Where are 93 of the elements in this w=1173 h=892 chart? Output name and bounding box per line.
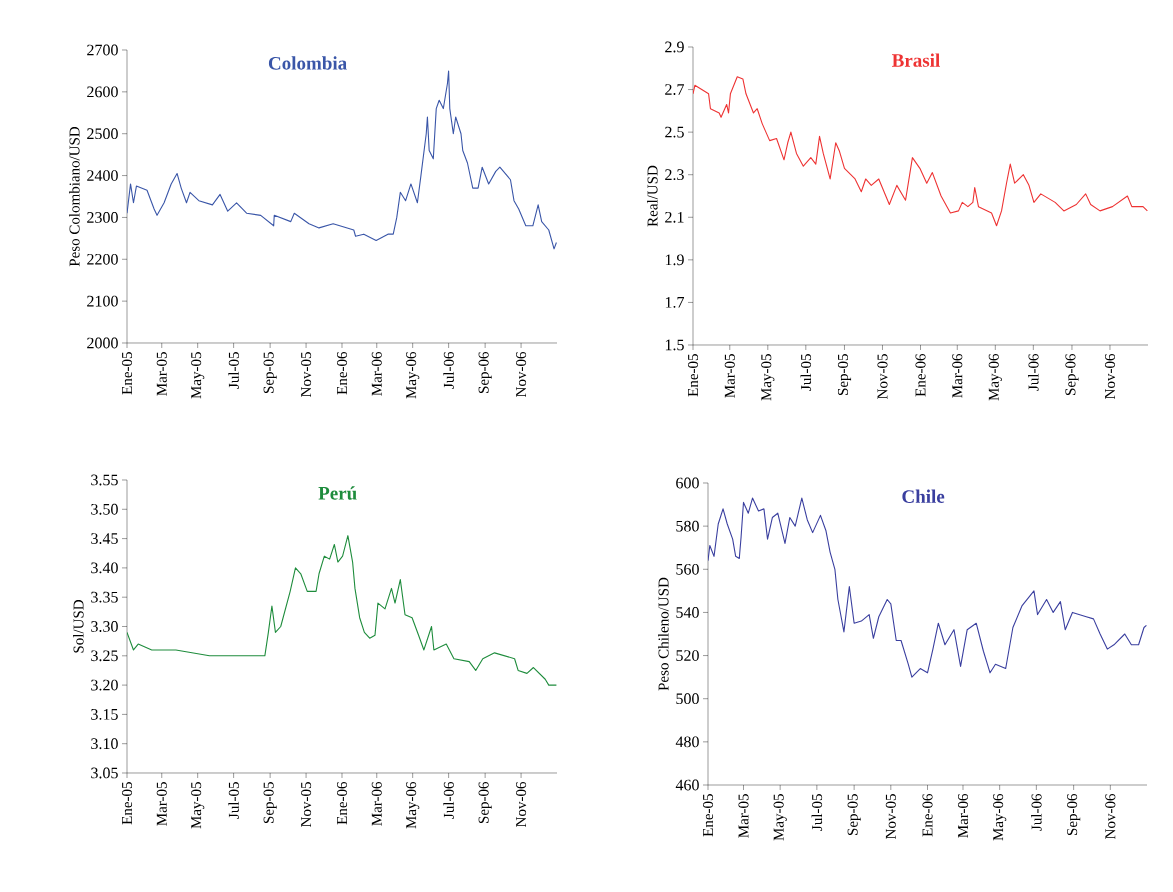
x-tick-label: Nov-05 — [301, 782, 312, 827]
x-tick-label: Nov-06 — [516, 781, 527, 827]
x-tick-label: Mar-05 — [738, 794, 749, 838]
y-axis-title: Sol/USD — [73, 600, 84, 653]
chart-title: Chile — [902, 489, 945, 503]
x-tick-label: May-06 — [406, 351, 420, 399]
x-tick-label: Nov-06 — [516, 351, 527, 397]
x-tick-label: Ene-06 — [336, 351, 348, 395]
y-tick-label: 3.25 — [91, 650, 118, 662]
y-tick-label: 3.50 — [91, 503, 118, 515]
x-tick-label: Nov-06 — [1104, 353, 1116, 399]
y-tick-label: 2.9 — [665, 41, 684, 53]
y-axis-title: Real/USD — [647, 165, 658, 227]
x-tick-label: Sep-05 — [837, 354, 852, 396]
line-series — [127, 70, 557, 250]
x-tick-label: Mar-06 — [371, 351, 382, 396]
y-tick-label: 3.40 — [91, 562, 118, 574]
x-tick-label: Ene-05 — [121, 352, 133, 395]
y-tick-label: 1.5 — [665, 339, 684, 351]
x-tick-label: Mar-05 — [156, 352, 167, 396]
chart-title: Colombia — [268, 56, 347, 70]
y-tick-label: 2000 — [87, 337, 118, 349]
y-tick-label: 460 — [675, 779, 699, 791]
x-tick-label: Mar-05 — [724, 354, 735, 398]
x-tick-label: May-06 — [993, 793, 1007, 841]
y-tick-label: 3.15 — [91, 709, 118, 720]
y-tick-label: 600 — [676, 477, 699, 489]
x-tick-label: Jul-06 — [443, 781, 454, 819]
x-tick-label: Jul-06 — [1028, 353, 1039, 391]
x-tick-label: Nov-06 — [1105, 793, 1116, 839]
y-tick-label: 540 — [676, 607, 699, 618]
y-tick-label: 2600 — [87, 86, 118, 98]
x-tick-label: Nov-05 — [877, 354, 888, 399]
y-tick-label: 3.20 — [91, 679, 118, 691]
y-tick-label: 2700 — [87, 44, 118, 56]
x-tick-label: May-05 — [191, 782, 205, 829]
y-tick-label: 2.5 — [665, 126, 684, 138]
y-tick-label: 2400 — [87, 170, 118, 181]
y-tick-label: 2.7 — [665, 84, 685, 95]
y-axis-title: Peso Chileno/USD — [658, 577, 669, 691]
y-tick-label: 3.45 — [91, 533, 118, 544]
x-tick-label: Mar-06 — [952, 353, 963, 398]
y-tick-label: 2300 — [87, 212, 118, 223]
y-tick-label: 480 — [675, 736, 699, 748]
x-tick-label: May-05 — [761, 354, 775, 401]
x-tick-label: Sep-06 — [478, 351, 492, 394]
y-tick-label: 560 — [676, 563, 699, 575]
x-tick-label: Ene-06 — [336, 781, 348, 825]
x-tick-label: Ene-05 — [687, 354, 699, 397]
y-tick-label: 1.9 — [665, 254, 684, 266]
y-tick-label: 580 — [676, 520, 699, 532]
y-tick-label: 3.10 — [91, 738, 118, 750]
y-tick-label: 3.05 — [91, 767, 118, 779]
y-tick-label: 3.35 — [91, 591, 118, 603]
x-tick-label: Nov-05 — [885, 794, 896, 839]
line-series — [693, 76, 1148, 227]
y-tick-label: 2.3 — [665, 169, 684, 181]
x-tick-label: Mar-06 — [371, 781, 382, 826]
x-tick-label: Ene-05 — [121, 782, 133, 825]
x-tick-label: Ene-06 — [915, 353, 926, 397]
x-tick-label: Jul-05 — [800, 354, 812, 391]
x-tick-label: Sep-06 — [1067, 793, 1081, 836]
x-tick-label: Jul-05 — [228, 352, 239, 389]
x-tick-label: Mar-05 — [156, 782, 167, 826]
x-tick-label: Jul-05 — [228, 782, 239, 819]
x-tick-label: Jul-06 — [443, 351, 454, 389]
y-tick-label: 2500 — [87, 128, 118, 140]
x-tick-label: Ene-05 — [702, 794, 714, 837]
x-tick-label: Ene-06 — [922, 793, 933, 837]
chart-title: Perú — [318, 486, 357, 500]
x-tick-label: Sep-05 — [263, 352, 277, 394]
x-tick-label: May-05 — [773, 794, 787, 841]
x-tick-label: Mar-06 — [957, 793, 969, 838]
y-tick-label: 520 — [676, 650, 699, 661]
y-tick-label: 3.30 — [91, 621, 118, 632]
x-tick-label: Nov-05 — [301, 352, 312, 397]
x-tick-label: Sep-05 — [847, 794, 861, 836]
x-tick-label: Sep-06 — [1065, 353, 1079, 396]
x-tick-label: May-06 — [406, 781, 420, 829]
y-tick-label: 3.55 — [91, 474, 118, 486]
x-tick-label: May-06 — [988, 353, 1002, 401]
y-axis-title: Peso Colombiano/USD — [69, 126, 80, 267]
x-tick-label: Jul-06 — [1031, 793, 1042, 831]
x-tick-label: Jul-05 — [811, 794, 823, 831]
x-tick-label: Sep-05 — [263, 782, 277, 824]
y-tick-label: 2.1 — [665, 211, 684, 223]
x-tick-label: Sep-06 — [478, 781, 492, 824]
y-tick-label: 1.7 — [665, 297, 685, 308]
y-tick-label: 2200 — [87, 253, 118, 265]
chart-title: Brasil — [891, 53, 940, 67]
x-tick-label: May-05 — [191, 352, 205, 399]
y-tick-label: 2100 — [87, 295, 118, 307]
y-tick-label: 500 — [676, 693, 699, 705]
